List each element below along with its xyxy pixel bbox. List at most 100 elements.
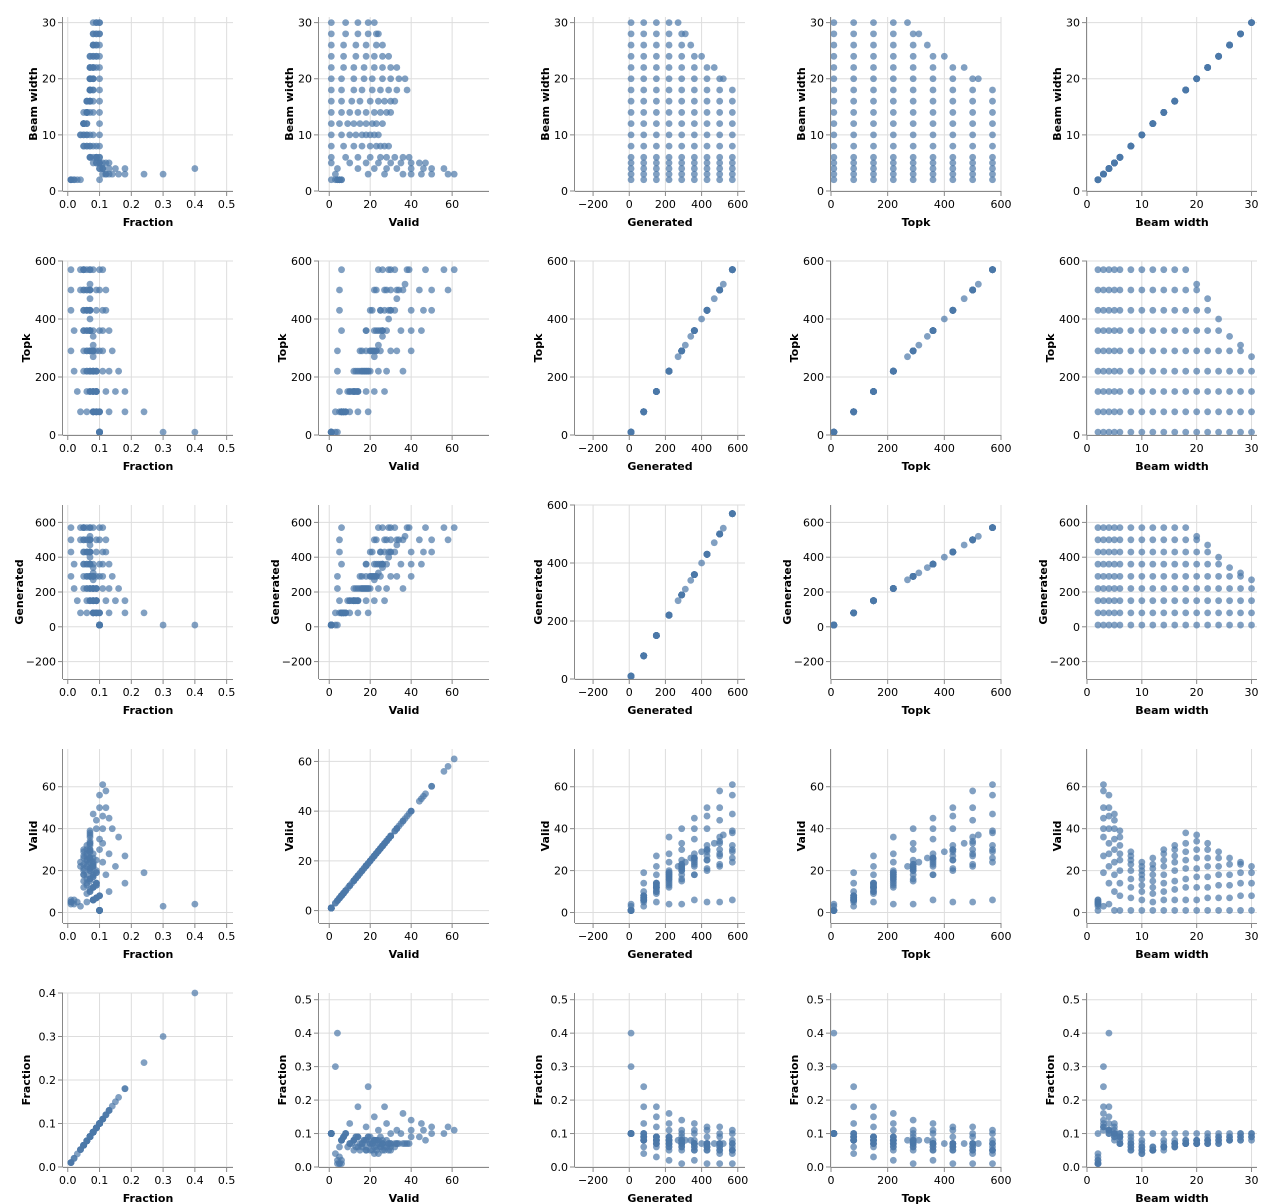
data-point xyxy=(1182,839,1190,847)
data-point xyxy=(1149,548,1157,556)
data-point xyxy=(1127,142,1135,150)
data-point xyxy=(377,109,384,116)
x-tick-label: 0 xyxy=(1084,442,1091,455)
data-point xyxy=(909,860,917,868)
data-point xyxy=(387,159,395,167)
data-point xyxy=(1160,907,1168,914)
data-point xyxy=(665,97,673,105)
data-point xyxy=(86,52,94,60)
data-point xyxy=(665,611,673,619)
data-point xyxy=(1116,548,1124,556)
data-point xyxy=(719,524,727,532)
data-point xyxy=(1111,858,1118,866)
data-point xyxy=(969,159,977,167)
data-point xyxy=(1193,367,1201,375)
data-point xyxy=(1160,572,1168,580)
points-valid-vs-topk xyxy=(830,781,996,914)
y-tick-label: 0 xyxy=(49,429,56,442)
data-point xyxy=(327,142,335,150)
data-point xyxy=(86,75,94,83)
data-point xyxy=(393,165,401,172)
data-point xyxy=(1237,388,1244,395)
data-point xyxy=(397,327,405,334)
data-point xyxy=(342,153,350,161)
data-point xyxy=(909,131,917,139)
data-point xyxy=(1171,597,1179,605)
data-point xyxy=(108,347,116,355)
data-point xyxy=(1094,176,1102,184)
x-tick-label: 200 xyxy=(655,686,676,699)
data-point xyxy=(1111,825,1118,833)
data-point xyxy=(716,97,724,105)
x-tick-label: 10 xyxy=(1135,930,1149,943)
data-point xyxy=(387,75,395,83)
data-point xyxy=(969,898,977,906)
data-point xyxy=(112,862,119,870)
y-tick-label: 0 xyxy=(1073,185,1080,198)
x-tick-label: 0.0 xyxy=(59,1174,77,1187)
data-point xyxy=(1171,842,1179,849)
y-tick-label: 400 xyxy=(1059,313,1080,326)
data-point xyxy=(428,1123,436,1131)
data-point xyxy=(716,898,724,906)
data-point xyxy=(687,41,695,49)
data-point xyxy=(690,1130,698,1137)
data-point xyxy=(86,839,94,847)
data-point xyxy=(356,120,364,128)
data-point xyxy=(678,109,686,116)
data-point xyxy=(627,159,635,167)
data-point xyxy=(115,833,123,841)
data-point xyxy=(89,862,97,870)
data-point xyxy=(1182,848,1190,856)
data-point xyxy=(1215,52,1223,60)
data-point xyxy=(356,97,364,105)
data-point xyxy=(909,109,917,116)
data-point xyxy=(159,1033,167,1040)
data-point xyxy=(728,896,736,904)
data-point xyxy=(1171,408,1179,416)
data-point xyxy=(450,524,458,532)
data-point xyxy=(338,97,345,105)
data-point xyxy=(112,388,119,395)
data-point xyxy=(381,388,388,395)
y-tick-label: 20 xyxy=(298,855,312,868)
data-point xyxy=(1116,266,1124,274)
y-tick-label: 400 xyxy=(1059,551,1080,564)
data-point xyxy=(393,572,401,580)
data-point xyxy=(698,315,705,323)
data-point xyxy=(415,1133,423,1141)
data-point xyxy=(929,170,937,178)
data-point xyxy=(640,652,648,660)
data-point xyxy=(407,159,415,167)
data-point xyxy=(1204,873,1212,881)
y-tick-label: 0.4 xyxy=(807,1027,825,1040)
data-point xyxy=(850,176,858,184)
data-point xyxy=(422,524,429,532)
data-point xyxy=(703,120,711,128)
data-point xyxy=(1105,900,1113,908)
data-point xyxy=(1171,886,1179,893)
data-point xyxy=(115,367,123,375)
data-point xyxy=(909,75,917,83)
data-point xyxy=(870,131,877,139)
data-point xyxy=(86,64,94,71)
data-point xyxy=(1149,388,1157,395)
data-point xyxy=(949,1126,957,1134)
data-point xyxy=(674,1136,682,1144)
data-point xyxy=(1100,852,1107,860)
data-point xyxy=(1171,327,1179,334)
data-point xyxy=(640,176,648,184)
data-point xyxy=(665,367,673,375)
x-tick-label: 400 xyxy=(934,1174,955,1187)
data-point xyxy=(1105,536,1113,544)
data-point xyxy=(929,1156,937,1164)
data-point xyxy=(703,109,711,116)
data-point xyxy=(1182,536,1190,544)
data-point xyxy=(420,165,427,172)
data-point xyxy=(678,900,686,908)
y-tick-label: 40 xyxy=(1066,823,1080,836)
data-point xyxy=(1226,881,1233,889)
data-point xyxy=(1204,585,1212,592)
